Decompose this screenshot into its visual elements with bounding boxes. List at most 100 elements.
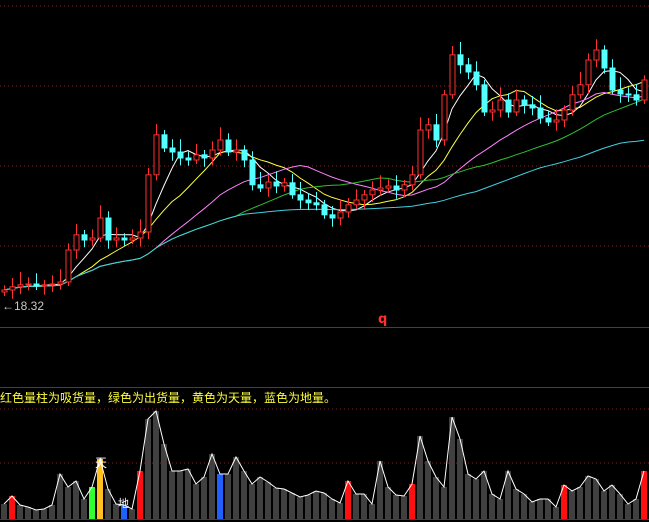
bottom-volume-label: 地 (118, 497, 129, 510)
candle (297, 182, 304, 209)
volume-bar (473, 479, 479, 519)
volume-bar (417, 436, 423, 519)
candle (121, 233, 128, 246)
candle-body (1, 289, 8, 293)
candle-body (553, 119, 560, 123)
volume-bar (569, 491, 575, 519)
candle (513, 89, 520, 116)
volume-bar (313, 491, 319, 519)
candle (593, 39, 600, 68)
candle (105, 211, 112, 249)
candle (137, 219, 144, 247)
candle-body (121, 237, 128, 241)
volume-bar (425, 461, 431, 519)
volume-bar (305, 495, 311, 519)
candle-body (41, 284, 48, 287)
volume-bar (353, 494, 359, 519)
candle (385, 179, 392, 192)
candle (401, 180, 408, 198)
volume-bars (1, 410, 647, 519)
candle-body (617, 89, 624, 95)
volume-bar (449, 417, 455, 519)
candle (553, 109, 560, 131)
low-price-marker: ←18.32 (2, 299, 45, 313)
candle (41, 280, 48, 295)
candle (433, 114, 440, 148)
candle-body (337, 211, 344, 219)
candle-body (89, 237, 96, 241)
volume-bar (497, 499, 503, 519)
candle-body (433, 124, 440, 141)
candle-body (353, 199, 360, 206)
volume-bar (33, 510, 39, 519)
ma5-line (3, 70, 645, 291)
candle (321, 200, 328, 219)
candle (393, 175, 400, 199)
volume-bar (433, 477, 439, 519)
volume-bar (641, 471, 647, 519)
candle-body (521, 99, 528, 106)
candle (465, 58, 472, 80)
volume-bar (9, 496, 15, 519)
candle-body (49, 283, 56, 286)
candle-body (417, 129, 424, 176)
candle (89, 229, 96, 246)
candle-body (473, 71, 480, 86)
candle (617, 77, 624, 103)
candle-body (393, 185, 400, 191)
candle (289, 174, 296, 199)
candle-body (217, 139, 224, 151)
candle (497, 87, 504, 118)
volume-bar (161, 444, 167, 519)
volume-bar (57, 474, 63, 519)
candle-body (585, 59, 592, 86)
volume-bar (457, 439, 463, 519)
volume-bar (233, 457, 239, 519)
volume-bar (89, 487, 95, 519)
candle-body (345, 204, 352, 213)
candle-body (361, 194, 368, 201)
candle (641, 75, 648, 104)
candle (193, 144, 200, 164)
candle-body (289, 182, 296, 196)
candle-body (505, 99, 512, 113)
candle (145, 168, 152, 240)
candle-body (457, 54, 464, 66)
candle-body (81, 234, 88, 241)
candle (361, 190, 368, 209)
candle-body (225, 139, 232, 153)
volume-bar (201, 477, 207, 519)
candle (409, 166, 416, 191)
volume-bar (401, 496, 407, 519)
candle-body (129, 237, 136, 241)
volume-bar (361, 494, 367, 519)
candle-body (561, 109, 568, 121)
candle-body (369, 189, 376, 196)
volume-bar (193, 484, 199, 519)
candle (169, 139, 176, 161)
candle-body (65, 249, 72, 283)
candle (209, 141, 216, 166)
candle (577, 72, 584, 99)
candle (201, 150, 208, 167)
candle-body (545, 117, 552, 123)
candle-body (385, 185, 392, 189)
candle-body (257, 184, 264, 189)
candle (633, 84, 640, 106)
volume-bar (537, 499, 543, 519)
volume-bar (337, 503, 343, 519)
candle (273, 171, 280, 194)
candle (305, 193, 312, 210)
candle-body (169, 147, 176, 153)
volume-bar (633, 499, 639, 519)
candle-body (113, 237, 120, 241)
candle-body (609, 67, 616, 91)
candle-body (593, 49, 600, 61)
candle (473, 61, 480, 91)
candle-body (441, 94, 448, 141)
candle (257, 172, 264, 192)
volume-bar (481, 471, 487, 519)
candle-body (241, 149, 248, 161)
ma10-line (3, 81, 645, 291)
volume-bar (617, 494, 623, 519)
